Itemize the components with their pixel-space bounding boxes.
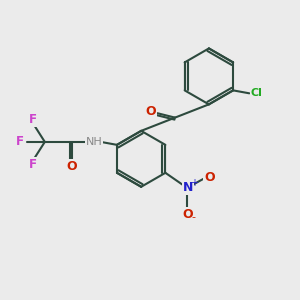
Text: NH: NH (85, 137, 102, 147)
Text: O: O (66, 160, 76, 172)
Text: -: - (191, 212, 195, 222)
Text: F: F (29, 113, 37, 126)
Text: F: F (16, 135, 24, 148)
Text: +: + (190, 178, 198, 188)
Text: O: O (146, 105, 156, 118)
Text: O: O (204, 171, 215, 184)
Text: N: N (183, 181, 193, 194)
Text: O: O (182, 208, 193, 221)
Text: Cl: Cl (251, 88, 262, 98)
Text: F: F (29, 158, 37, 171)
